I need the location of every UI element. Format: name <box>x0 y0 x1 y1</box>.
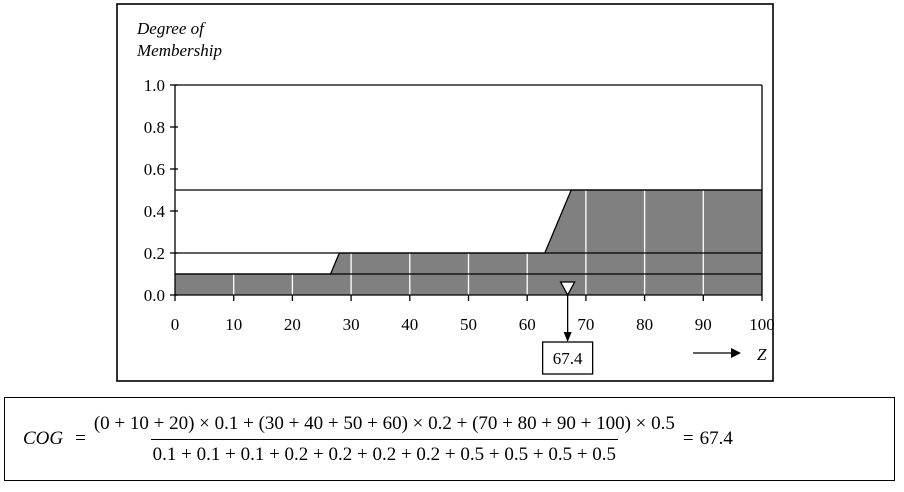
y-tick-label: 0.2 <box>144 244 165 263</box>
x-tick-label: 60 <box>519 315 536 334</box>
formula-equals: = <box>75 428 86 449</box>
y-tick-label: 0.4 <box>144 202 166 221</box>
cog-marker <box>559 281 576 297</box>
cog-formula: COG = (0 + 10 + 20) × 0.1 + (30 + 40 + 5… <box>23 404 733 474</box>
formula-numerator: (0 + 10 + 20) × 0.1 + (30 + 40 + 50 + 60… <box>93 412 675 434</box>
x-tick-label: 40 <box>401 315 418 334</box>
y-tick-label: 0.8 <box>144 118 165 137</box>
y-tick-label: 0.6 <box>144 160 165 179</box>
formula-fraction: (0 + 10 + 20) × 0.1 + (30 + 40 + 50 + 60… <box>92 413 677 466</box>
plot-area: 0.0 0.2 0.4 0.6 0.8 1.0 0 10 20 30 40 50 60 70 80 90 100… <box>144 76 775 375</box>
formula-lhs: COG <box>23 428 64 449</box>
cog-value-label: 67.4 <box>553 349 583 368</box>
x-tick-label: 80 <box>636 315 653 334</box>
formula-result: 67.4 <box>699 428 733 449</box>
y-tick-label: 0.0 <box>144 286 165 305</box>
formula-denominator: 0.1 + 0.1 + 0.1 + 0.2 + 0.2 + 0.2 + 0.2 … <box>150 438 619 466</box>
cog-value-box <box>541 341 594 375</box>
x-tick-label: 20 <box>284 315 301 334</box>
x-tick-label: 10 <box>225 315 242 334</box>
cog-formula-box: COG = (0 + 10 + 20) × 0.1 + (30 + 40 + 5… <box>4 397 895 481</box>
y-tick-label: 1.0 <box>144 76 165 95</box>
x-tick-label: 70 <box>577 315 594 334</box>
formula-equals-2: = <box>682 428 694 449</box>
chart: Degree of Membership 0.00.20.40.60.81.00… <box>116 3 775 382</box>
y-axis-title-line1: Degree of <box>136 19 206 38</box>
y-axis-title-line2: Membership <box>136 41 222 60</box>
x-tick-label: 100 <box>749 315 775 334</box>
x-tick-label: 90 <box>695 315 712 334</box>
x-tick-label: 0 <box>171 315 180 334</box>
z-arrow-head <box>731 348 741 358</box>
cog-arrow-head <box>563 332 572 342</box>
membership-area <box>175 190 762 295</box>
x-tick-label: 50 <box>460 315 477 334</box>
x-axis-title: Z <box>757 345 767 364</box>
x-tick-label: 30 <box>343 315 360 334</box>
chart-frame <box>116 3 774 382</box>
